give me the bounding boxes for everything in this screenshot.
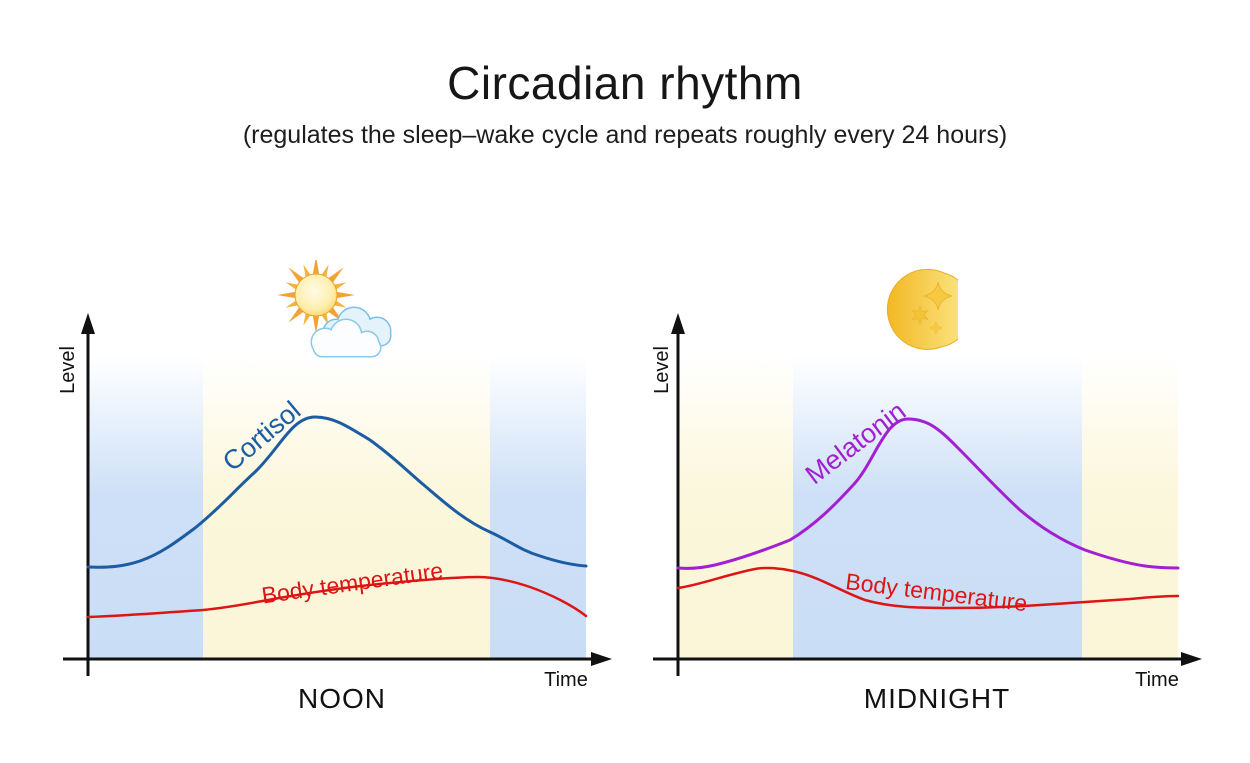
- noon-y-axis-label: Level: [57, 346, 79, 394]
- melatonin-curve: [676, 417, 1180, 570]
- x-axis-arrow-icon: [1181, 652, 1202, 666]
- sun-with-cloud-icon: [277, 260, 392, 358]
- night-band: [88, 356, 203, 659]
- day-band: [1082, 356, 1178, 659]
- night-band: [490, 356, 586, 659]
- page-subtitle: (regulates the sleep–wake cycle and repe…: [242, 121, 1008, 149]
- noon-x-axis-label: Time: [544, 669, 588, 691]
- crescent-moon-with-stars-icon: [886, 268, 958, 350]
- x-axis-arrow-icon: [591, 652, 612, 666]
- noon-caption: NOON: [298, 683, 386, 714]
- midnight-caption: MIDNIGHT: [863, 683, 1011, 714]
- day-band: [203, 356, 490, 659]
- midnight-x-axis-label: Time: [1135, 669, 1179, 691]
- six-point-star-icon: [911, 305, 929, 325]
- sun-disc-icon: [294, 273, 338, 317]
- body-temperature-curve-midnight: [676, 566, 1180, 610]
- body-temperature-curve-noon: [86, 575, 588, 619]
- midnight-y-axis-label: Level: [651, 346, 673, 394]
- front-cloud-icon: [310, 318, 382, 358]
- cortisol-curve: [86, 415, 588, 569]
- y-axis-arrow-icon: [671, 313, 685, 334]
- night-band: [793, 356, 1082, 659]
- y-axis-arrow-icon: [81, 313, 95, 334]
- midnight-plot: [653, 313, 1202, 676]
- crescent-moon-icon: [886, 268, 958, 350]
- noon-plot: [63, 313, 612, 676]
- day-band: [680, 356, 793, 659]
- page-title: Circadian rhythm: [447, 57, 803, 109]
